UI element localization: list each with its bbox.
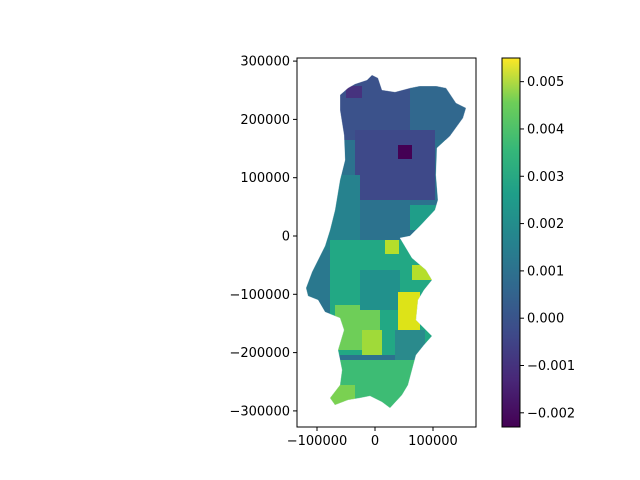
x-tick-label: 0 bbox=[371, 434, 379, 449]
y-tick-label: −100000 bbox=[229, 288, 290, 303]
region-yellow-north bbox=[385, 240, 399, 254]
y-tick-label: 200000 bbox=[240, 113, 290, 128]
x-axis: −100000 0 100000 bbox=[287, 427, 458, 449]
region-bright-lower bbox=[362, 330, 382, 355]
y-axis: −300000 −200000 −100000 0 100000 200000 300000 bbox=[229, 55, 297, 419]
region-alentejo-mid bbox=[360, 270, 400, 310]
colorbar-tick-label: 0.002 bbox=[527, 217, 564, 232]
region-north-interior bbox=[355, 130, 435, 200]
y-tick-label: 300000 bbox=[240, 55, 290, 70]
y-tick-label: 100000 bbox=[240, 171, 290, 186]
y-tick-label: −200000 bbox=[229, 346, 290, 361]
y-tick-label: 0 bbox=[282, 230, 290, 245]
colorbar-tick-label: −0.002 bbox=[527, 406, 575, 421]
colorbar: −0.002 −0.001 0.000 0.001 0.002 0.003 0.004 0.0… bbox=[501, 57, 575, 428]
y-tick-label: −300000 bbox=[229, 404, 290, 419]
map-axes: −100000 0 100000 −300000 −200000 −100000 0 100… bbox=[229, 55, 477, 449]
colorbar-tick-label: 0.004 bbox=[527, 122, 564, 137]
region-yellow-east bbox=[398, 292, 420, 332]
portugal-outline bbox=[305, 74, 467, 409]
x-tick-label: −100000 bbox=[287, 434, 348, 449]
colorbar-tick-label: 0.000 bbox=[527, 312, 564, 327]
x-tick-label: 100000 bbox=[408, 434, 458, 449]
region-dark-spot-2 bbox=[346, 86, 362, 98]
colorbar-tick-label: 0.003 bbox=[527, 170, 564, 185]
colorbar-tick-label: 0.005 bbox=[527, 75, 564, 90]
colorbar-tick-label: −0.001 bbox=[527, 359, 575, 374]
colorbar-gradient bbox=[501, 57, 521, 428]
axes-border bbox=[296, 57, 477, 428]
colorbar-ticks: −0.002 −0.001 0.000 0.001 0.002 0.003 0.004 0.0… bbox=[520, 75, 575, 421]
region-dark-spot bbox=[398, 145, 412, 159]
colorbar-tick-label: 0.001 bbox=[527, 264, 564, 279]
